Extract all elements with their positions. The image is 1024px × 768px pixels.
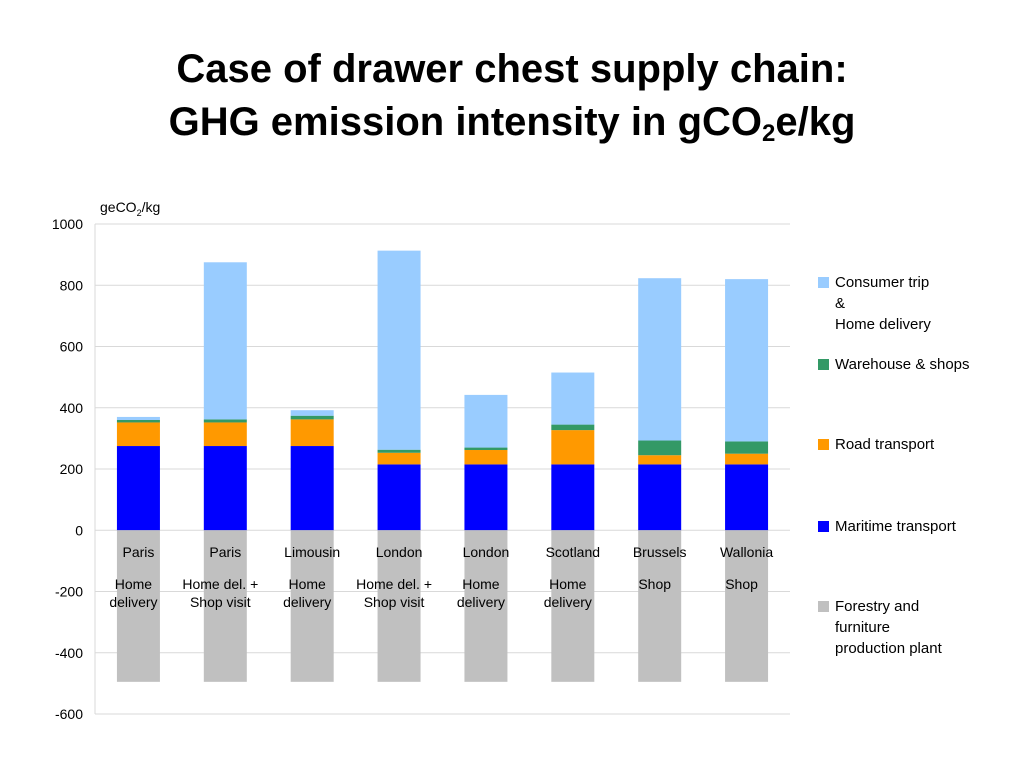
y-tick-label: -400 <box>55 645 83 661</box>
bar-segment <box>551 464 595 531</box>
bar-segment <box>464 530 508 682</box>
bar-segment <box>290 446 334 531</box>
legend-label: Road transport <box>835 436 935 453</box>
y-tick-label: 800 <box>60 277 84 293</box>
y-tick-label: -200 <box>55 584 83 600</box>
bar-segment <box>725 441 769 454</box>
x-tick-label: Paris <box>209 544 242 560</box>
bar-segment <box>203 530 247 682</box>
x-tick-sublabel: Shop <box>725 576 758 592</box>
bar-segment <box>464 394 508 448</box>
bar-segment <box>551 424 595 431</box>
x-tick-sublabel: Home del. + Shop visit <box>356 576 432 610</box>
x-tick-sublabel: Home delivery <box>109 576 158 610</box>
bar-segment <box>377 452 421 465</box>
chart-title-line2: GHG emission intensity in gCO2e/kg <box>0 98 1024 152</box>
y-axis-label-text: geCO <box>100 199 137 215</box>
bar-segment <box>464 464 508 531</box>
x-tick-sublabel: Home delivery <box>283 576 332 610</box>
title-subscript: 2 <box>762 120 776 147</box>
y-tick-label: 1000 <box>52 216 83 232</box>
title-unit: e/kg <box>775 100 856 144</box>
bar-segment <box>638 464 682 531</box>
y-tick-labels: 1000 800 600 400 200 0 -200 -400 -600 <box>52 216 83 722</box>
x-tick-label: London <box>462 544 510 560</box>
bar-segment <box>638 278 682 441</box>
x-tick-label: Limousin <box>284 544 341 560</box>
y-tick-label: 400 <box>60 400 84 416</box>
y-tick-label: -600 <box>55 706 83 722</box>
x-tick-sublabel: Home delivery <box>543 576 592 610</box>
gridlines <box>94 223 790 715</box>
bar-segment <box>290 415 334 420</box>
bar-segment <box>377 464 421 531</box>
bar-segment <box>464 447 508 451</box>
y-axis-label: geCO2/kg <box>100 199 160 218</box>
legend-label: Warehouse & shops <box>835 356 970 373</box>
x-tick-label: Wallonia <box>719 544 774 560</box>
x-tick-label: London <box>375 544 423 560</box>
bar-segment <box>203 262 247 420</box>
bar-segment <box>464 450 508 465</box>
bar-segment <box>116 530 160 682</box>
x-tick-sublabel: Home delivery <box>456 576 506 610</box>
bar-segment <box>377 250 421 450</box>
bar-segment <box>116 416 160 420</box>
legend-swatch <box>818 439 829 450</box>
title-text: GHG emission intensity in gCO <box>168 100 762 144</box>
bar-segment <box>377 530 421 682</box>
y-tick-label: 600 <box>60 339 84 355</box>
legend-label: Forestry and furniture production plant <box>835 598 942 657</box>
x-tick-label: Brussels <box>632 544 687 560</box>
bar-segment <box>551 372 595 425</box>
bar-segment <box>203 419 247 423</box>
bar-segment <box>116 446 160 531</box>
bar-segment <box>290 419 334 447</box>
legend-label: Maritime transport <box>835 518 956 535</box>
y-tick-label: 0 <box>75 522 83 538</box>
legend-swatch <box>818 521 829 532</box>
bar-segment <box>725 530 769 682</box>
bars <box>116 250 769 682</box>
x-tick-label: Scotland <box>545 544 601 560</box>
bar-segment <box>725 453 769 465</box>
bar-segment <box>638 530 682 682</box>
y-tick-label: 200 <box>60 461 84 477</box>
bar-segment <box>551 430 595 465</box>
y-axis-label-subscript: 2 <box>136 207 142 218</box>
bar-segment <box>638 455 682 465</box>
bar-segment <box>551 530 595 682</box>
bar-segment <box>290 410 334 416</box>
bar-segment <box>203 446 247 531</box>
bar-segment <box>725 464 769 531</box>
bar-segment <box>203 422 247 447</box>
x-tick-sublabel: Shop <box>638 576 672 592</box>
legend-swatch <box>818 601 829 612</box>
x-tick-label: Paris <box>122 544 155 560</box>
y-axis-label-unit: /kg <box>141 199 161 215</box>
bar-segment <box>116 422 160 447</box>
x-tick-sublabel: Home del. + Shop visit <box>182 576 259 610</box>
bar-segment <box>116 420 160 423</box>
bar-segment <box>638 440 682 456</box>
legend-swatch <box>818 359 829 370</box>
legend-swatch <box>818 277 829 288</box>
bar-segment <box>725 279 769 442</box>
legend-label: Consumer trip & Home delivery <box>835 274 931 333</box>
chart-title-line1: Case of drawer chest supply chain: <box>176 47 848 91</box>
bar-segment <box>290 530 334 682</box>
bar-segment <box>377 449 421 453</box>
